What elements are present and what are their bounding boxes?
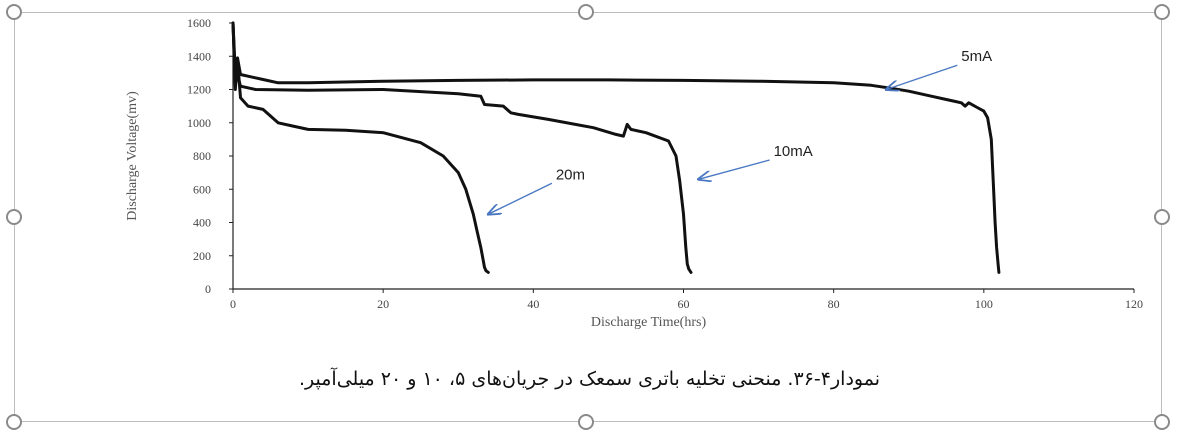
series-line-5ma: [233, 23, 999, 272]
x-axis-label: Discharge Time(hrs): [591, 315, 707, 330]
series-line-20ma: [233, 23, 488, 272]
y-tick-label: 0: [205, 282, 211, 296]
annotation-arrow: [699, 160, 770, 179]
series-line-10ma: [233, 23, 691, 272]
x-tick-label: 80: [828, 297, 840, 311]
y-tick-label: 1000: [187, 116, 211, 130]
discharge-chart: 0 200 400 600 800 1000 1200 1400 1600 0 20 40 60 80 10…: [0, 0, 1179, 360]
annotation-label: 20m: [556, 166, 585, 183]
y-tick-label: 1400: [187, 49, 211, 63]
annotation-arrow: [886, 65, 957, 89]
y-tick-label: 1200: [187, 83, 211, 97]
x-tick-label: 120: [1125, 297, 1143, 311]
figure-caption: نمودار۴-۳۶. منحنی تخلیه باتری سمعک در جر…: [0, 368, 1179, 390]
annotation-label: 5mA: [961, 48, 992, 65]
x-tick-label: 60: [678, 297, 690, 311]
x-tick-label: 100: [975, 297, 993, 311]
resize-handle-bottom-right[interactable]: [1154, 414, 1170, 430]
y-tick-label: 600: [193, 182, 211, 196]
x-tick-label: 0: [230, 297, 236, 311]
y-tick-label: 1600: [187, 16, 211, 30]
x-tick-label: 40: [527, 297, 539, 311]
y-tick-label: 200: [193, 249, 211, 263]
annotation-label: 10mA: [774, 143, 813, 160]
resize-handle-bottom-left[interactable]: [6, 414, 22, 430]
resize-handle-bottom-center[interactable]: [578, 414, 594, 430]
annotation-arrow: [488, 183, 552, 214]
y-axis-label: Discharge Voltage(mv): [125, 91, 140, 221]
y-tick-label: 800: [193, 149, 211, 163]
x-tick-label: 20: [377, 297, 389, 311]
y-tick-label: 400: [193, 216, 211, 230]
